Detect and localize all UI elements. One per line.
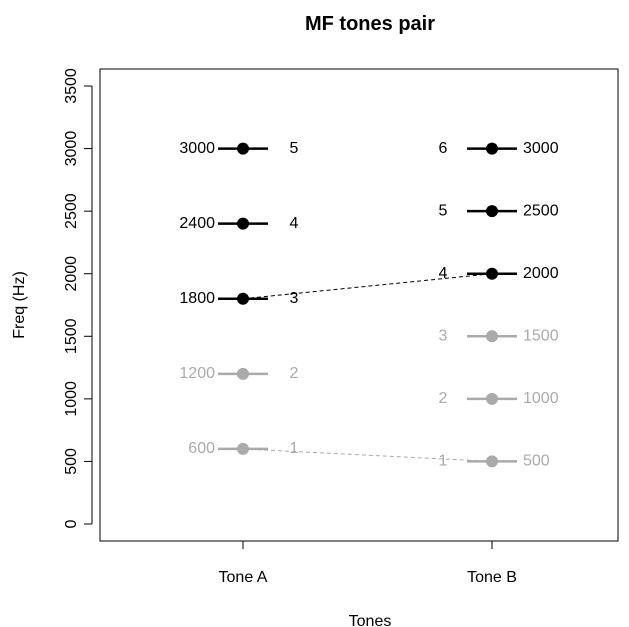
frequency-label: 600 — [188, 440, 215, 457]
x-axis-ticks: Tone A Tone B — [219, 541, 517, 586]
x-axis-title: Tones — [349, 613, 392, 627]
data-point — [486, 205, 498, 218]
tone-index-label: 2 — [290, 365, 299, 382]
frequency-label: 2500 — [523, 202, 559, 219]
frequency-label: 1500 — [523, 328, 559, 345]
data-point — [486, 142, 498, 155]
frequency-label: 3000 — [523, 140, 559, 157]
frequency-label: 2000 — [523, 265, 559, 282]
tone-index-label: 3 — [290, 290, 299, 307]
x-tick-label: Tone A — [219, 569, 268, 586]
tone-index-label: 5 — [439, 202, 448, 219]
y-axis-ticks: 0 500 1000 1500 2000 2500 3000 3500 — [63, 68, 92, 528]
y-tick-label: 2500 — [63, 193, 80, 229]
tone-index-label: 1 — [439, 453, 448, 470]
data-point — [237, 217, 249, 230]
tone-index-label: 6 — [439, 140, 448, 157]
tone-index-label: 3 — [439, 328, 448, 345]
frequency-label: 500 — [523, 453, 550, 470]
y-tick-label: 3500 — [63, 68, 80, 104]
data-point — [237, 367, 249, 380]
x-tick-label: Tone B — [467, 569, 517, 586]
data-point — [486, 267, 498, 280]
tone-index-label: 2 — [439, 390, 448, 407]
frequency-label: 1200 — [179, 365, 215, 382]
y-tick-label: 1500 — [63, 318, 80, 354]
tone-index-label: 1 — [290, 440, 299, 457]
data-point — [237, 442, 249, 455]
tone-index-label: 5 — [290, 140, 299, 157]
frequency-label: 1800 — [179, 290, 215, 307]
frequency-label: 1000 — [523, 390, 559, 407]
y-tick-label: 2000 — [63, 256, 80, 292]
connection-line — [242, 448, 493, 462]
y-tick-label: 500 — [63, 448, 80, 475]
data-point — [486, 392, 498, 405]
y-tick-label: 0 — [63, 519, 80, 528]
connection-lines — [242, 273, 493, 462]
y-axis-title: Freq (Hz) — [11, 271, 28, 339]
data-point — [237, 292, 249, 305]
frequency-label: 3000 — [179, 140, 215, 157]
data-point — [486, 455, 498, 468]
connection-line — [242, 273, 493, 300]
data-point — [237, 142, 249, 155]
tone-index-label: 4 — [290, 215, 299, 232]
data-points: 600 1 1200 2 1800 3 2400 4 3000 5 500 1 1000 2 1500 3 20… — [179, 140, 558, 470]
tone-index-label: 4 — [439, 265, 448, 282]
y-tick-label: 1000 — [63, 381, 80, 417]
chart-title: MF tones pair — [305, 13, 435, 35]
y-tick-label: 3000 — [63, 131, 80, 167]
frequency-label: 2400 — [179, 215, 215, 232]
data-point — [486, 330, 498, 343]
